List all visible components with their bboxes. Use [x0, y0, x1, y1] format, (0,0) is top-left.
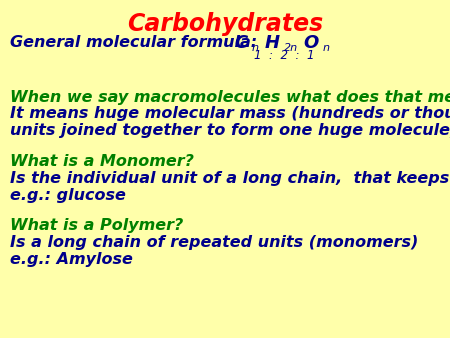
Text: n: n [323, 43, 330, 53]
Text: When we say macromolecules what does that mean?: When we say macromolecules what does tha… [10, 90, 450, 104]
Text: It means huge molecular mass (hundreds or thousands of: It means huge molecular mass (hundreds o… [10, 106, 450, 121]
Text: General molecular formula:: General molecular formula: [10, 35, 257, 50]
Text: O: O [304, 34, 319, 52]
Text: e.g.: Amylose: e.g.: Amylose [10, 252, 133, 267]
Text: What is a Polymer?: What is a Polymer? [10, 218, 183, 233]
Text: C: C [234, 34, 247, 52]
Text: n: n [252, 43, 259, 53]
Text: Is a long chain of repeated units (monomers): Is a long chain of repeated units (monom… [10, 235, 418, 250]
Text: What is a Monomer?: What is a Monomer? [10, 154, 194, 169]
Text: 1  :  2  :  1: 1 : 2 : 1 [254, 49, 315, 62]
Text: units joined together to form one huge molecule): units joined together to form one huge m… [10, 123, 450, 138]
Text: H: H [265, 34, 280, 52]
Text: Carbohydrates: Carbohydrates [127, 12, 323, 36]
Text: e.g.: glucose: e.g.: glucose [10, 188, 126, 202]
Text: 2n: 2n [284, 43, 297, 53]
Text: Is the individual unit of a long chain,  that keeps repeating: Is the individual unit of a long chain, … [10, 171, 450, 186]
